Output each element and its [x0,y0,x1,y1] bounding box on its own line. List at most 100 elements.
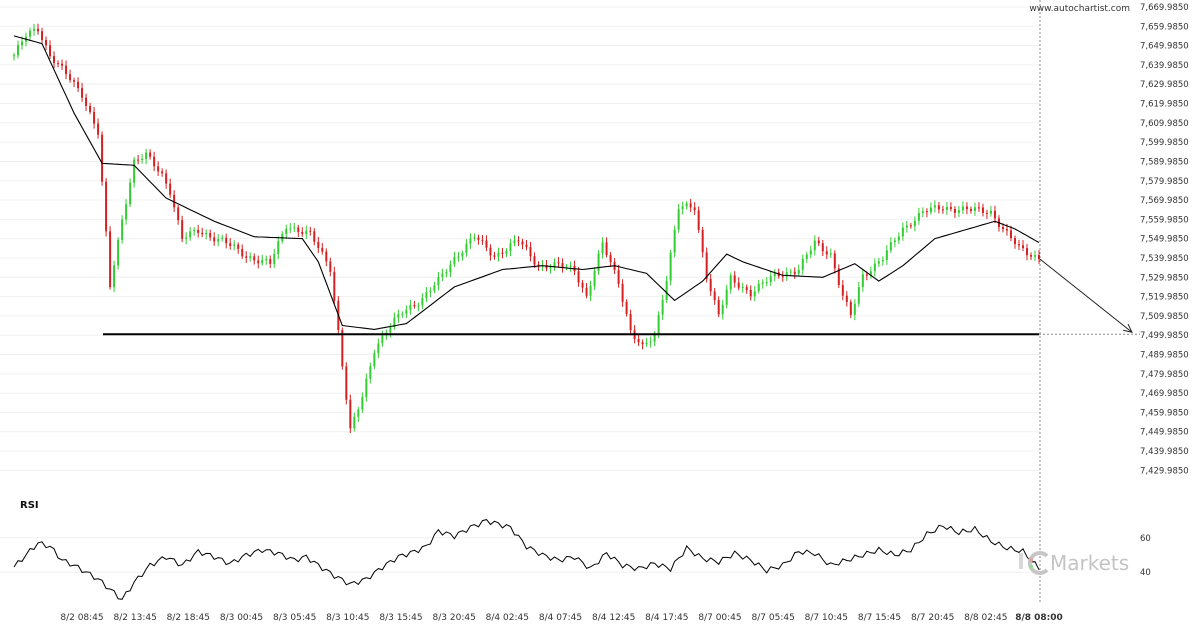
candle-body [301,231,304,235]
candle [585,282,588,299]
candle [229,238,232,250]
candle-body [381,335,384,344]
candle-body [585,287,588,296]
candle [85,93,88,112]
y-tick-label: 7,489.9850 [1140,351,1189,361]
candle [429,287,432,298]
candle [645,337,648,348]
candle [709,273,712,296]
candle [109,226,112,290]
candle-body [265,259,268,261]
candle-body [197,229,200,233]
candle-body [569,265,572,267]
candle-body [1021,245,1024,249]
site-watermark: www.autochartist.com [1029,4,1130,14]
candle-body [817,240,820,244]
candle [921,207,924,218]
candle [853,299,856,321]
candle [893,237,896,248]
x-tick-label: 8/7 15:45 [858,613,901,623]
candle [525,240,528,251]
candle-body [37,28,40,32]
candle [665,275,668,303]
candle [161,168,164,177]
candle-body [869,271,872,276]
candle-body [205,232,208,235]
candle [917,207,920,225]
candle [273,249,276,268]
candle-body [481,239,484,241]
candle [401,311,404,318]
candle-body [533,256,536,265]
candle [629,309,632,336]
candle-body [177,207,180,221]
candle-body [505,250,508,254]
candle-body [425,292,428,299]
candle [29,27,32,40]
candle-body [229,243,232,246]
candle [985,209,988,219]
candle-body [93,111,96,124]
candle [65,60,68,80]
candle [349,394,352,433]
candle-body [621,283,624,302]
candle-body [665,280,668,300]
candle [905,220,908,233]
candle-body [245,256,248,258]
candle-body [513,240,516,244]
y-tick-label: 7,449.9850 [1140,428,1189,438]
candle [685,201,688,210]
candle-body [717,299,720,315]
candle-body [669,252,672,281]
candle [317,236,320,254]
candle [205,229,208,240]
candle [261,254,264,266]
candle-body [877,261,880,264]
candle-body [705,252,708,280]
candle-body [349,399,352,429]
candle [157,161,160,176]
candle-body [417,305,420,307]
candle [409,299,412,315]
candle-body [217,238,220,242]
candle [501,247,504,259]
candle-body [685,203,688,207]
candle [225,233,228,249]
candle [741,282,744,293]
candle [877,257,880,268]
candle [49,40,52,59]
candle [977,202,980,212]
candle-body [473,237,476,239]
candle-body [637,339,640,343]
candle [981,203,984,217]
candle-body [653,334,656,342]
candle-body [97,123,100,135]
candle-body [109,231,112,288]
candle-body [173,194,176,208]
candle [969,206,972,214]
candle [345,362,348,405]
x-tick-label: 8/3 20:45 [433,613,476,623]
candle-body [297,227,300,232]
candle-body [517,240,520,242]
candle-body [713,291,716,300]
candle [561,258,564,273]
candle [845,291,848,307]
candle-body [1005,229,1008,231]
candle [793,267,796,279]
moving-average [13,35,1040,330]
candle-body [29,30,32,37]
candle-body [769,276,772,283]
candle [573,260,576,276]
candle [357,406,360,423]
candle [849,299,852,319]
candle [125,199,128,225]
candle-body [409,305,412,310]
candle-body [21,41,24,46]
candle-body [489,247,492,256]
candle-body [721,304,724,315]
candle [421,293,424,310]
candle-body [161,171,164,174]
x-tick-label: 8/3 10:45 [326,613,369,623]
candle [233,240,236,251]
